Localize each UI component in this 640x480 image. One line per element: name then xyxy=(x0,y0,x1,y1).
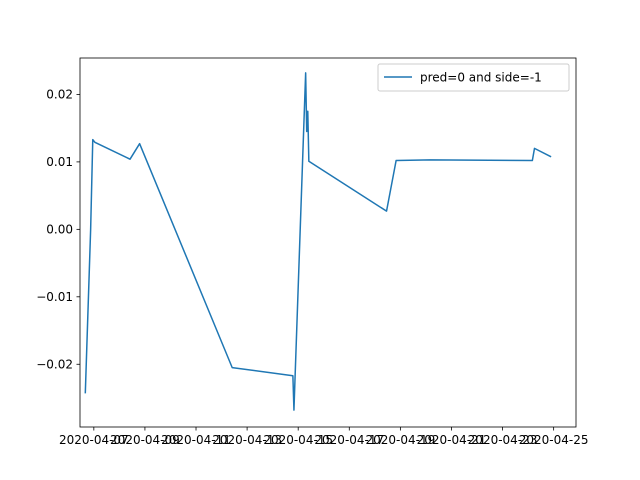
plot-area xyxy=(80,58,576,427)
x-tick-label: 2020-04-21 xyxy=(417,433,487,447)
x-tick-label: 2020-04-25 xyxy=(519,433,589,447)
y-tick-label: −0.01 xyxy=(36,290,73,304)
legend: pred=0 and side=-1 xyxy=(377,63,570,92)
x-tick-label: 2020-04-07 xyxy=(59,433,129,447)
axes-frame xyxy=(79,57,577,428)
x-tick-label: 2020-04-17 xyxy=(314,433,384,447)
x-tick-label: 2020-04-15 xyxy=(263,433,333,447)
legend-label: pred=0 and side=-1 xyxy=(420,71,542,85)
x-axis-ticks: 2020-04-072020-04-092020-04-112020-04-13… xyxy=(59,427,589,447)
y-tick-label: 0.00 xyxy=(46,223,73,237)
x-tick-label: 2020-04-09 xyxy=(110,433,180,447)
y-tick-label: 0.01 xyxy=(46,155,73,169)
axes xyxy=(79,57,577,428)
y-tick-label: 0.02 xyxy=(46,88,73,102)
x-tick-label: 2020-04-11 xyxy=(161,433,231,447)
y-axis-ticks: −0.02 −0.01 0.00 0.01 0.02 xyxy=(36,88,80,372)
y-tick-label: −0.02 xyxy=(36,358,73,372)
x-tick-label: 2020-04-23 xyxy=(468,433,538,447)
x-tick-label: 2020-04-19 xyxy=(366,433,436,447)
series-line-0 xyxy=(84,72,552,411)
legend-box xyxy=(377,63,570,92)
series-layer xyxy=(84,72,552,411)
x-tick-label: 2020-04-13 xyxy=(212,433,282,447)
